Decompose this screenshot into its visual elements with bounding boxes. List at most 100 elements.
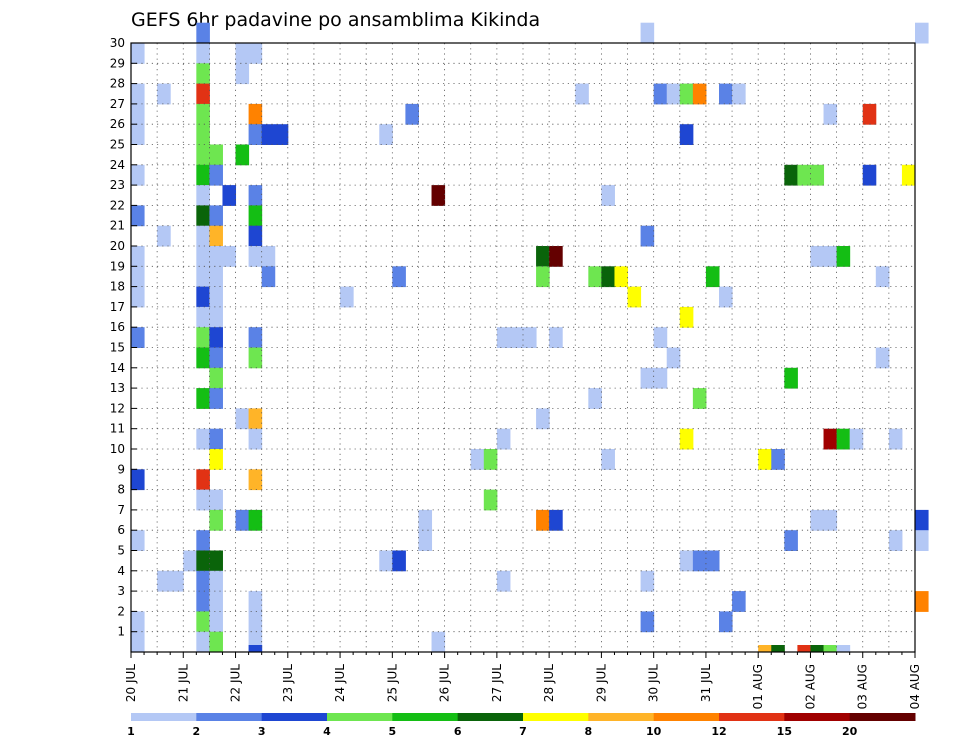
x-tick-label: 21 JUL [176,664,190,702]
legend-break-label: 5 [389,725,397,738]
color-legend: 1 2 3 4 5 6 7 8 10 12 15 20 [127,713,916,738]
precip-cell [131,124,145,145]
precip-cell [235,43,250,64]
x-tick-label: 23 JUL [281,664,295,702]
precip-cell [248,246,263,267]
precip-cell [901,164,916,186]
legend-swatch [653,713,720,721]
precip-cell [196,347,210,369]
precip-cell [235,144,250,166]
legend-swatch [849,713,916,721]
precipitation-cells [131,22,929,653]
precip-cell [222,185,237,206]
precip-cell [131,530,145,551]
precip-cell [196,591,210,612]
precip-cell [196,144,210,166]
precip-cell [705,266,720,288]
precip-cell [379,550,393,572]
legend-break-label: 10 [646,725,662,738]
precip-cell [131,43,145,64]
y-tick-label: 27 [110,97,125,111]
legend-swatch [784,713,851,721]
precip-cell [157,225,171,247]
precip-cell [915,530,929,551]
precip-cell [209,367,223,389]
legend-break-label: 7 [519,725,527,738]
precip-cell [209,246,223,267]
y-tick-label: 7 [117,503,125,517]
precip-cell [679,428,694,450]
precip-cell [248,327,263,348]
precip-cell [196,246,210,267]
precip-cell [614,266,629,288]
precip-cell [248,225,263,247]
precip-cell [496,570,511,592]
precip-cell [248,428,263,450]
precip-cell [784,530,798,551]
precip-cell [915,591,929,612]
precip-cell [536,246,550,267]
precip-cell [719,286,733,308]
precip-cell [209,449,223,470]
precip-cell [405,103,419,125]
x-tick-label: 03 AUG [856,664,870,709]
precip-cell [248,103,263,125]
y-tick-label: 20 [110,239,125,253]
precip-cell [209,205,223,227]
precip-cell [692,83,707,105]
precip-cell [261,266,276,288]
precip-cell [679,124,694,145]
precip-cell [653,83,668,105]
precip-cell [719,83,733,105]
precip-cell [888,530,903,551]
legend-swatch [523,713,589,721]
precip-cell [340,286,354,308]
legend-break-label: 4 [323,725,331,738]
precip-cell [196,306,210,328]
precip-cell [496,327,511,348]
y-tick-label: 6 [117,523,125,537]
x-tick-label: 29 JUL [594,664,608,702]
precip-cell [196,22,210,44]
precip-cell [653,327,668,348]
precip-cell [732,83,746,105]
x-tick-label: 20 JUL [124,664,138,702]
precip-cell [196,489,210,511]
precip-cell [823,246,838,267]
precip-cell [170,570,184,592]
precip-cell [248,645,263,653]
precip-cell [758,645,772,653]
grid-lines [131,42,915,652]
precip-cell [888,428,903,450]
precip-cell [196,327,210,348]
precip-cell [601,185,615,206]
precip-cell [196,185,210,206]
y-tick-label: 9 [117,462,125,476]
legend-break-label: 15 [777,725,792,738]
legend-break-label: 20 [842,725,858,738]
precip-cell [274,124,289,145]
precip-cell [470,449,485,470]
precip-cell [392,550,406,572]
precip-cell [784,367,798,389]
precip-cell [131,164,145,186]
precip-cell [209,225,223,247]
precip-cell [248,124,263,145]
precip-cell [536,509,550,531]
precip-cell [209,286,223,308]
y-tick-label: 29 [110,56,125,70]
precip-cell [536,408,550,430]
precip-cell [196,83,210,105]
x-tick-label: 04 AUG [908,664,922,709]
precip-cell [209,306,223,328]
precip-cell [248,185,263,206]
precip-cell [196,43,210,64]
precip-cell [157,83,171,105]
precip-cell [131,286,145,308]
legend-swatch [196,713,263,721]
precip-cell [418,530,433,551]
precip-cell [196,530,210,551]
precip-cell [849,428,864,450]
precip-cell [823,103,838,125]
precip-cell [248,509,263,531]
